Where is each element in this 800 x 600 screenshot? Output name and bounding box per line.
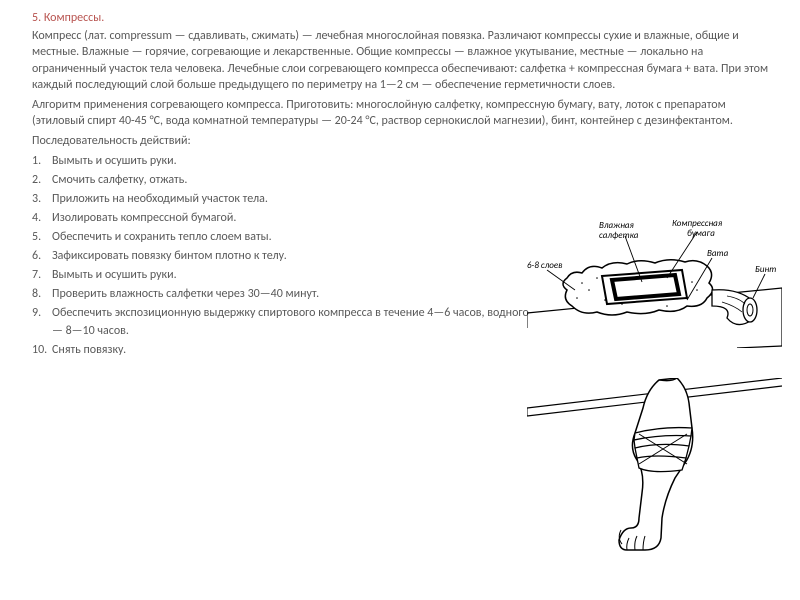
step-text: Приложить на необходимый участок тела.: [52, 190, 268, 208]
sequence-label: Последовательность действий:: [32, 133, 772, 149]
label-bandage: Бинт: [755, 264, 776, 275]
step-text: Обеспечить и сохранить тепло слоем ваты.: [52, 228, 272, 246]
label-wadding: Вата: [707, 248, 729, 259]
step-text: Изолировать компрессной бумагой.: [52, 209, 236, 227]
step-text: Вымыть и осушить руки.: [52, 266, 177, 284]
step-text: Смочить салфетку, отжать.: [52, 171, 187, 189]
list-item: 10.Снять повязку.: [32, 341, 532, 359]
label-napkin-2: салфетка: [599, 230, 639, 241]
list-item: 3. Приложить на необходимый участок тела…: [32, 190, 532, 208]
list-item: 1.Вымыть и осушить руки.: [32, 152, 532, 170]
label-paper-2: бумага: [687, 228, 715, 239]
step-text: Обеспечить экспозиционную выдержку спирт…: [52, 304, 532, 340]
figure-arm-bandage: [527, 378, 782, 558]
list-item: 6.Зафиксировать повязку бинтом плотно к …: [32, 247, 532, 265]
paragraph-definition: Компресс (лат. compressum — сдавливать, …: [32, 28, 772, 93]
step-text: Проверить влажность салфетки через 30—40…: [52, 285, 319, 303]
list-item: 4. Изолировать компрессной бумагой.: [32, 209, 532, 227]
paragraph-algorithm: Алгоритм применения согревающего компрес…: [32, 97, 772, 129]
figure-compress-layers: 6-8 слоев Влажная салфетка Компрессная б…: [527, 218, 782, 348]
label-layers: 6-8 слоев: [527, 260, 562, 271]
list-item: 7. Вымыть и осушить руки.: [32, 266, 532, 284]
document-page: 5. Компрессы. Компресс (лат. compressum …: [0, 0, 800, 600]
step-text: Вымыть и осушить руки.: [52, 152, 177, 170]
list-item: 8. Проверить влажность салфетки через 30…: [32, 285, 532, 303]
step-text: Зафиксировать повязку бинтом плотно к те…: [52, 247, 287, 265]
list-item: 2. Смочить салфетку, отжать.: [32, 171, 532, 189]
list-item: 5. Обеспечить и сохранить тепло слоем ва…: [32, 228, 532, 246]
steps-list: 1.Вымыть и осушить руки. 2. Смочить салф…: [32, 152, 532, 359]
section-heading: 5. Компрессы.: [32, 10, 772, 26]
list-item: 9.Обеспечить экспозиционную выдержку спи…: [32, 304, 532, 340]
step-text: Снять повязку.: [52, 341, 126, 359]
